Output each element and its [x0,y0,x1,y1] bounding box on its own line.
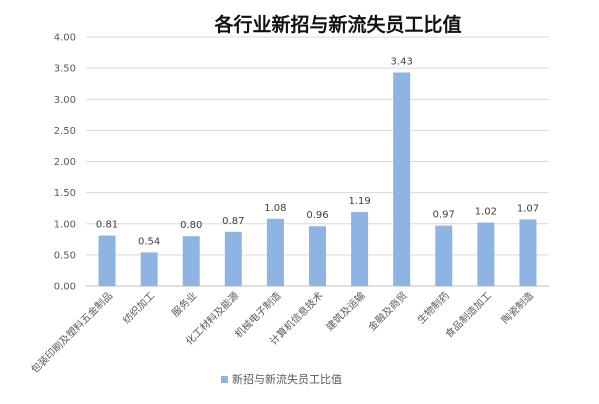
data-label: 0.81 [96,220,118,231]
y-tick-label: 0.00 [54,282,76,293]
y-tick-label: 0.50 [54,250,76,261]
data-label: 1.08 [264,203,286,214]
y-tick-label: 2.50 [54,126,76,137]
y-tick-label: 1.00 [54,219,76,230]
legend: 新招与新流失员工比值 [221,372,342,386]
bar [98,235,116,286]
bar [351,211,369,286]
bar [224,231,242,286]
data-label: 0.96 [306,210,328,221]
data-label: 0.97 [433,210,455,221]
x-axis-ticks: 包装印刷及塑料五金制品 纺织加工 服务业化工材料及能源机械电子制造计算机信息技术建筑… [28,289,536,376]
y-tick-label: 3.00 [54,95,76,106]
data-labels: 0.81 0.54 0.80 0.87 1.08 0.96 1.19 3.43 0.97 1.02… [96,56,539,247]
data-label: 1.19 [348,196,370,207]
bar [519,219,537,286]
x-tick-label: 金融及商贸 [365,289,410,334]
bars [98,72,537,286]
x-tick-label: 纺织加工 [120,289,157,326]
bar [477,222,495,286]
x-tick-label: 包装印刷及塑料五金制品 [28,289,115,376]
data-label: 3.43 [391,56,413,67]
x-tick-label: 生物制药 [414,289,451,326]
data-label: 0.54 [138,236,160,247]
x-tick-label: 建筑及运输 [323,289,368,334]
bar [435,225,453,286]
chart-title: 各行业新招与新流失员工比值 [213,13,461,36]
data-label: 1.02 [475,207,497,218]
bar [393,72,411,286]
legend-swatch [221,376,228,383]
bar [266,218,284,286]
y-tick-label: 4.00 [54,33,76,44]
y-axis-ticks: 0.00 0.50 1.00 1.50 2.00 2.50 3.00 3.50 4.00 [54,33,76,293]
y-tick-label: 1.50 [54,188,76,199]
data-label: 1.07 [517,203,539,214]
data-label: 0.80 [180,220,202,231]
y-tick-label: 2.00 [54,157,76,168]
bar [140,252,158,286]
bar [309,226,326,286]
y-tick-label: 3.50 [54,64,76,75]
legend-label: 新招与新流失员工比值 [232,372,342,386]
x-tick-label: 服务业 [169,289,199,319]
data-label: 0.87 [222,216,244,227]
grid-layer [86,36,549,287]
bar [182,236,200,286]
x-tick-label: 陶瓷制造 [499,289,536,326]
